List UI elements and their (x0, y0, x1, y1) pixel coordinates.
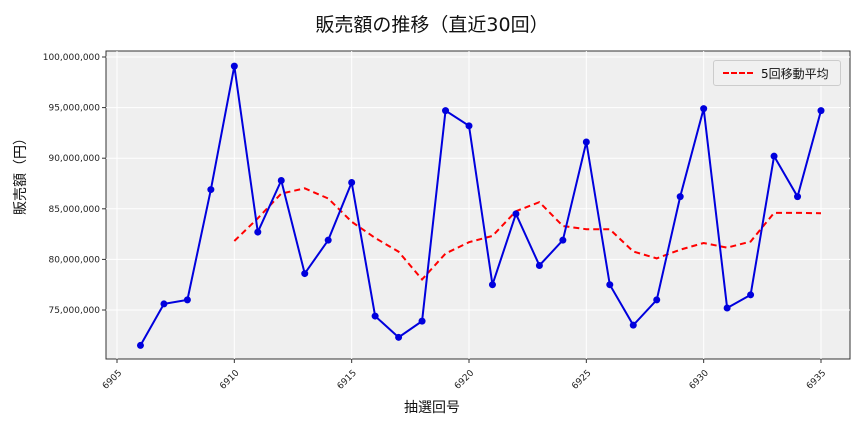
x-tick-label: 6925 (570, 368, 593, 391)
data-point (700, 105, 708, 113)
data-point (747, 291, 755, 299)
data-point (183, 296, 191, 304)
legend: 5回移動平均 (713, 60, 841, 86)
chart-title: 販売額の推移（直近30回） (315, 14, 549, 36)
data-point (488, 281, 496, 289)
data-point (442, 107, 450, 115)
x-tick-label: 6930 (688, 368, 711, 391)
y-tick-label: 80,000,000 (48, 255, 100, 265)
y-tick-label: 85,000,000 (48, 205, 100, 215)
y-tick-label: 75,000,000 (48, 306, 100, 316)
data-point (653, 296, 661, 304)
moving-average-line (233, 187, 822, 281)
x-tick-label: 6910 (218, 368, 241, 391)
data-point (160, 300, 168, 308)
data-point (348, 178, 356, 186)
data-point (418, 317, 426, 325)
data-point (559, 236, 567, 244)
data-point (301, 270, 309, 278)
data-point (324, 236, 332, 244)
data-point (629, 321, 637, 329)
y-tick-label: 90,000,000 (48, 154, 100, 164)
y-tick-label: 95,000,000 (48, 104, 100, 114)
dashed-line-icon (723, 72, 753, 74)
data-point (512, 210, 520, 218)
x-tick-label: 6920 (453, 368, 476, 391)
x-axis-label: 抽選回号 (404, 400, 460, 416)
x-tick-label: 6935 (805, 368, 828, 391)
data-point (794, 193, 802, 201)
data-point (371, 312, 379, 320)
data-point (395, 333, 403, 341)
data-point (582, 138, 590, 146)
data-point (254, 228, 262, 236)
data-point (230, 62, 238, 70)
x-tick-label: 6915 (336, 368, 359, 391)
legend-label: 5回移動平均 (761, 66, 829, 81)
x-tick-label: 6905 (101, 368, 124, 391)
plot-background (105, 50, 851, 360)
data-point (676, 193, 684, 201)
data-point (770, 152, 778, 160)
data-point (723, 304, 731, 312)
data-point (465, 122, 473, 130)
data-point (136, 341, 144, 349)
data-point (277, 176, 285, 184)
data-point (817, 107, 825, 115)
sales-line (139, 65, 822, 346)
y-tick-label: 100,000,000 (43, 53, 101, 63)
data-point (606, 281, 614, 289)
data-point (535, 261, 543, 269)
data-point (207, 186, 215, 194)
